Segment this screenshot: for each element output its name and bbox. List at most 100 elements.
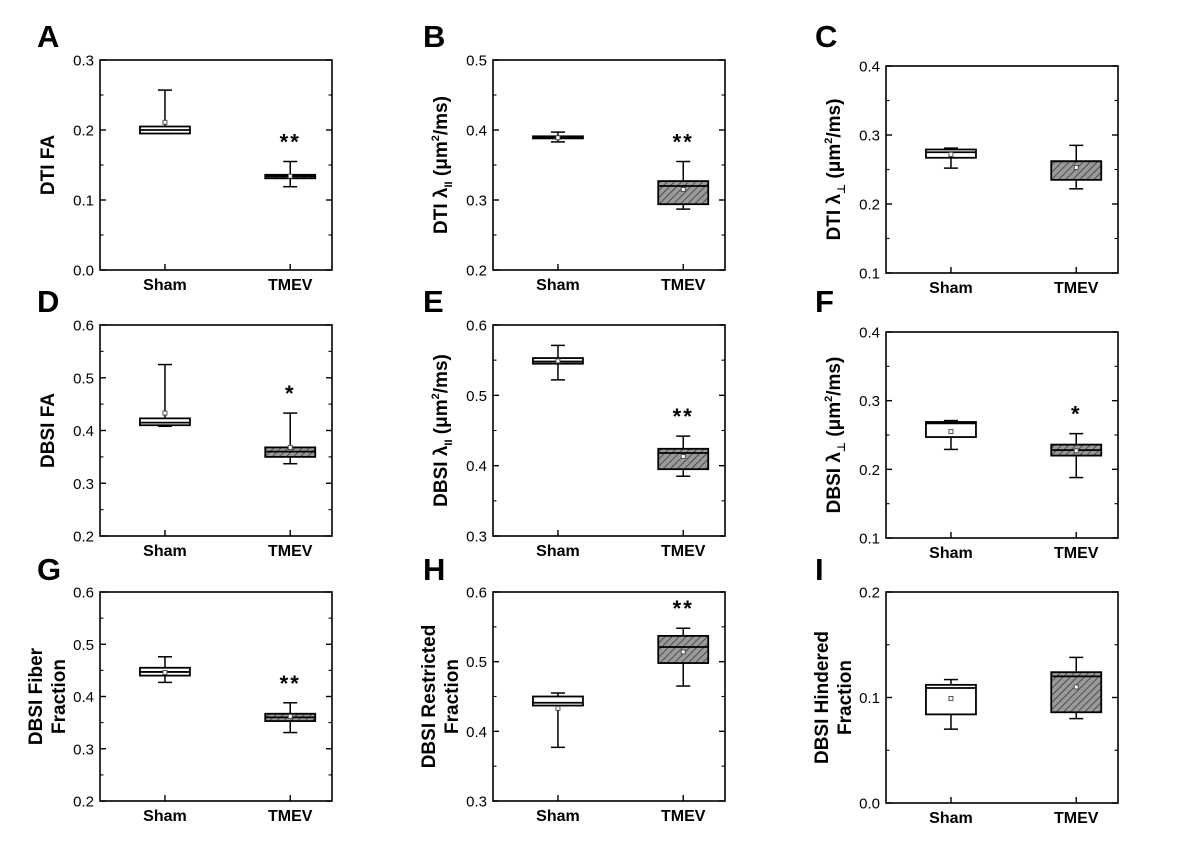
panel-letter: H — [423, 552, 445, 587]
x-tick-label: TMEV — [268, 543, 313, 560]
box-tmev: * — [1050, 402, 1103, 479]
mean-marker — [555, 135, 561, 141]
panel-b: B 0.2 0.3 0.4 0.5 DTI λII (μm2/ms) Sham TMEV ** — [423, 19, 726, 294]
y-tick-label: 0.3 — [466, 193, 487, 210]
box-body — [532, 695, 584, 707]
y-axis-label-main: DBSI Fiber — [26, 647, 47, 745]
panel-letter: C — [815, 19, 837, 54]
box-tmev: * — [264, 381, 317, 465]
y-axis-label-superscript: 2 — [430, 135, 442, 141]
significance-marker: ** — [673, 404, 694, 429]
box-sham — [925, 419, 977, 451]
y-tick-label: 0.5 — [466, 53, 487, 70]
y-tick-label: 0.3 — [73, 741, 94, 758]
y-tick-label: 0.5 — [73, 370, 94, 387]
plot-frame — [492, 324, 726, 537]
panel-i: I 0.0 0.1 0.2 DBSI Hindered Fraction Sham TMEV — [812, 552, 1119, 827]
y-axis-label-main: DTI λ — [431, 187, 452, 234]
y-tick-label: 0.2 — [73, 794, 94, 811]
y-tick-label: 0.1 — [859, 531, 880, 548]
y-axis-label-line2: Fraction — [835, 660, 856, 735]
box-sham — [532, 692, 584, 749]
mean-marker — [1073, 684, 1079, 690]
y-axis-label: DTI FA — [38, 135, 59, 195]
panel-a: A 0.0 0.1 0.2 0.3 DTI FA Sham TMEV ** — [37, 19, 333, 294]
y-tick-label: 0.0 — [859, 796, 880, 813]
y-axis-label-unit-end: /ms) — [824, 99, 845, 138]
y-axis-label-unit-end: /ms) — [431, 354, 452, 393]
significance-marker: * — [1071, 402, 1082, 427]
mean-marker — [1073, 448, 1079, 454]
y-axis-label-main: DTI λ — [824, 194, 845, 241]
y-axis-label-unit: (μm — [824, 402, 845, 442]
box-body — [657, 180, 710, 206]
x-tick-label: TMEV — [1054, 810, 1099, 827]
mean-marker — [287, 444, 293, 450]
y-tick-label: 0.2 — [466, 263, 487, 280]
box-tmev: ** — [264, 130, 317, 188]
box-sham — [925, 678, 977, 730]
panel-letter: A — [37, 19, 59, 54]
x-tick-label: TMEV — [1054, 280, 1099, 297]
mean-marker — [555, 358, 561, 364]
y-axis-label-subscript: II — [443, 181, 455, 187]
panel-letter: D — [37, 284, 59, 319]
panel-letter: I — [815, 552, 824, 587]
mean-marker — [680, 187, 686, 192]
y-axis-label-unit: (μm — [431, 141, 452, 181]
y-axis-label: DBSI Hindered — [812, 631, 833, 764]
panel-c: C 0.1 0.2 0.3 0.4 DTI λ⊥ (μm2/ms) Sham TMEV — [815, 19, 1119, 297]
x-tick-label: TMEV — [268, 277, 313, 294]
x-tick-label: Sham — [143, 543, 187, 560]
significance-marker: ** — [280, 130, 301, 155]
y-axis-label-main: DBSI λ — [824, 452, 845, 514]
panel-d: D 0.2 0.3 0.4 0.5 0.6 DBSI FA Sham TMEV * — [37, 284, 333, 560]
y-axis-label-main: DBSI FA — [38, 393, 59, 468]
x-tick-label: Sham — [929, 810, 973, 827]
y-axis-label: DTI λ⊥ (μm2/ms) — [823, 99, 848, 241]
y-tick-label: 0.5 — [466, 654, 487, 671]
panel-h: H 0.3 0.4 0.5 0.6 DBSI Restricted Fraction Sham… — [419, 552, 726, 825]
y-tick-label: 0.5 — [73, 637, 94, 654]
x-tick-label: TMEV — [1054, 545, 1099, 562]
y-axis-label-subscript: II — [443, 439, 455, 445]
x-tick-label: TMEV — [268, 808, 313, 825]
y-axis-label-unit-end: /ms) — [431, 96, 452, 135]
y-tick-label: 0.1 — [859, 266, 880, 283]
significance-marker: ** — [673, 596, 694, 621]
y-tick-label: 0.2 — [73, 529, 94, 546]
significance-marker: * — [285, 381, 296, 406]
box-body — [657, 447, 710, 471]
mean-marker — [287, 173, 293, 179]
x-tick-label: Sham — [929, 280, 973, 297]
box-sham — [532, 131, 584, 143]
y-axis-label-main: DBSI Hindered — [812, 631, 833, 764]
significance-marker: ** — [673, 130, 694, 155]
y-axis-label-superscript: 2 — [823, 396, 835, 402]
y-tick-label: 0.2 — [73, 123, 94, 140]
y-tick-label: 0.4 — [466, 123, 487, 140]
y-axis-label-superscript: 2 — [430, 393, 442, 399]
plot-frame — [885, 331, 1119, 539]
y-axis-label-main: DBSI Restricted — [419, 625, 440, 769]
x-tick-label: Sham — [929, 545, 973, 562]
y-tick-label: 0.1 — [859, 690, 880, 707]
mean-marker — [555, 705, 561, 711]
y-tick-label: 0.3 — [466, 794, 487, 811]
mean-marker — [948, 429, 954, 435]
y-tick-label: 0.4 — [73, 689, 94, 706]
box-sham — [139, 89, 191, 135]
mean-marker — [948, 696, 954, 702]
box-tmev — [1050, 656, 1103, 720]
y-axis-label-main: DBSI λ — [431, 445, 452, 507]
significance-marker: ** — [280, 671, 301, 696]
y-tick-label: 0.4 — [73, 423, 94, 440]
box-body — [1050, 671, 1103, 714]
mean-marker — [162, 670, 168, 675]
y-axis-label-unit: (μm — [824, 144, 845, 184]
x-tick-label: TMEV — [661, 277, 706, 294]
panel-e: E 0.3 0.4 0.5 0.6 DBSI λII (μm2/ms) Sham TMEV ** — [423, 284, 726, 560]
mean-marker — [287, 713, 293, 719]
plot-frame — [99, 324, 333, 537]
panel-letter: B — [423, 19, 445, 54]
